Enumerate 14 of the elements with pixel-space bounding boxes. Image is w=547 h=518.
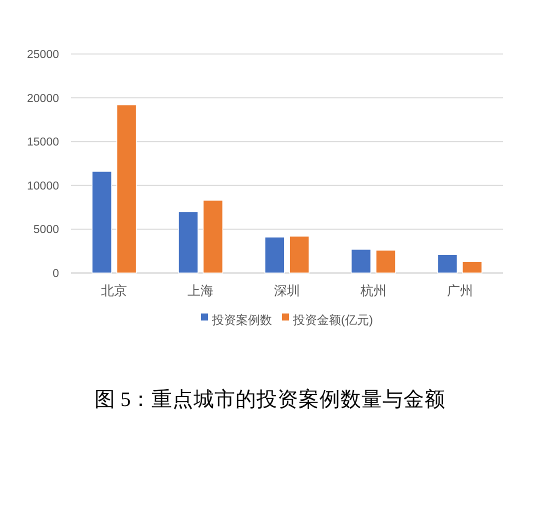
- y-tick-label: 10000: [27, 180, 59, 192]
- y-tick-label: 5000: [33, 224, 59, 236]
- x-tick-label: 杭州: [360, 283, 386, 298]
- y-tick-label: 25000: [27, 49, 59, 61]
- x-tick-label: 广州: [446, 283, 473, 298]
- legend-label: 投资案例数: [212, 313, 272, 327]
- legend-label: 投资金额(亿元): [293, 313, 373, 327]
- y-tick-label: 15000: [27, 136, 59, 149]
- title: 图 5：重点城市的投资案例数量与金额: [94, 389, 446, 411]
- y-tick-label: 20000: [27, 92, 59, 105]
- x-tick-label: 深圳: [274, 283, 300, 298]
- x-tick-label: 上海: [188, 283, 214, 298]
- y-tick-label: 0: [52, 268, 59, 280]
- x-tick-label: 北京: [101, 283, 128, 298]
